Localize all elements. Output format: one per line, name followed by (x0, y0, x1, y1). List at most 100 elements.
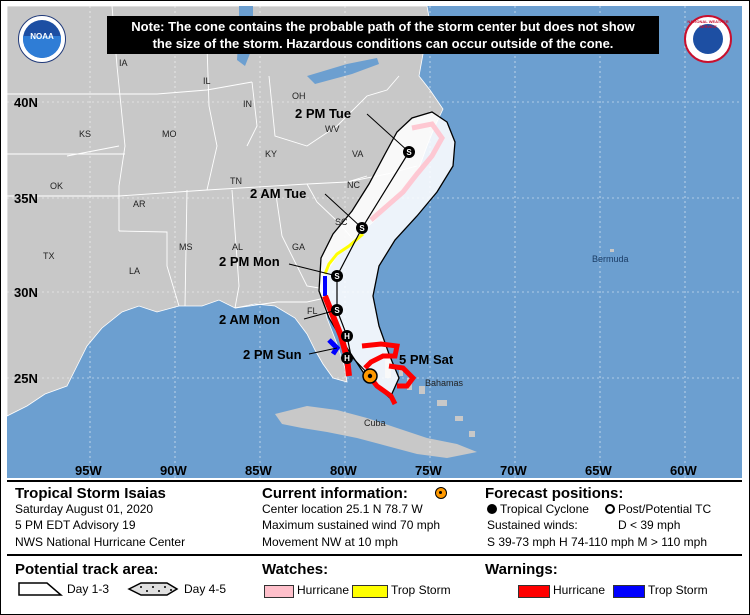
state-label-ok: OK (50, 181, 64, 191)
bermuda-label: Bermuda (592, 254, 629, 264)
state-label-ky: KY (265, 149, 278, 159)
label-2am-tue: 2 AM Tue (250, 186, 307, 201)
tropical-cyclone-label: Tropical Cyclone (500, 502, 589, 516)
state-label-fl: FL (307, 306, 318, 316)
state-label-ia: IA (119, 58, 128, 68)
lat-label-30n: 30N (14, 285, 38, 300)
hurricane-warning-label: Hurricane (553, 583, 606, 597)
cuba-label: Cuba (364, 418, 386, 428)
lon-label-85w: 85W (245, 463, 272, 478)
state-label-la: LA (129, 266, 141, 276)
point-2pm-sun (341, 352, 353, 364)
point-sun-a (341, 330, 353, 342)
state-label-wv: WV (325, 124, 340, 134)
nws-logo-text: NATIONAL WEATHER SERVICE (687, 19, 729, 29)
point-2pm-tue (403, 146, 415, 158)
point-2pm-mon (331, 270, 343, 282)
state-label-oh: OH (292, 91, 306, 101)
advisory-number: 5 PM EDT Advisory 19 (15, 518, 136, 532)
map-graphic: S S S S H H (7, 6, 742, 478)
cone-note-line1: Note: The cone contains the probable pat… (131, 19, 635, 34)
map-legend: Tropical Storm Isaias Saturday August 01… (7, 480, 742, 608)
hurricane-watch-label: Hurricane (297, 583, 350, 597)
center-location: Center location 25.1 N 78.7 W (262, 502, 423, 516)
legend-top-border (7, 480, 742, 482)
hurricane-watch-swatch (264, 585, 294, 598)
post-tc-label: Post/Potential TC (618, 502, 712, 516)
storm-watch-swatch (352, 585, 388, 598)
hurricane-warning-swatch (518, 585, 550, 598)
storm-warning-swatch (613, 585, 645, 598)
state-label-al: AL (232, 242, 244, 252)
label-5pm-sat: 5 PM Sat (399, 352, 454, 367)
bermuda-island (610, 249, 614, 252)
lat-label-25n: 25N (14, 371, 38, 386)
point-letter: S (359, 224, 365, 233)
state-borders (7, 6, 418, 309)
forecast-positions-title: Forecast positions: (485, 485, 624, 502)
issuing-center: NWS National Hurricane Center (15, 535, 186, 549)
day13-icon (18, 582, 63, 596)
lon-label-80w: 80W (330, 463, 357, 478)
storm-watch-coast (323, 232, 364, 275)
label-2pm-tue: 2 PM Tue (295, 106, 352, 121)
label-leaders (288, 113, 410, 355)
state-label-nc: NC (347, 180, 360, 190)
state-label-ar: AR (133, 199, 146, 209)
point-letter: H (344, 332, 350, 341)
bahamas-label: Bahamas (425, 378, 464, 388)
storm-name: Tropical Storm Isaias (15, 485, 166, 502)
wind-categories: S 39-73 mph H 74-110 mph M > 110 mph (487, 535, 708, 549)
day13-label: Day 1-3 (67, 582, 110, 596)
storm-warning-label: Trop Storm (648, 583, 708, 597)
cuba-island (275, 406, 477, 458)
advisory-date: Saturday August 01, 2020 (15, 502, 154, 516)
state-label-ms: MS (179, 242, 193, 252)
state-label-sc: SC (335, 217, 348, 227)
day45-icon (127, 582, 179, 596)
noaa-logo-text: NOAA (30, 32, 54, 41)
max-wind: Maximum sustained wind 70 mph (262, 518, 441, 532)
cone-note: Note: The cone contains the probable pat… (107, 16, 659, 54)
state-label-va: VA (352, 149, 364, 159)
legend-divider (7, 554, 742, 556)
point-letter: S (334, 272, 340, 281)
state-label-ga: GA (292, 242, 306, 252)
forecast-map: S S S S H H Note: The cone contains the … (7, 6, 742, 478)
depression-range: D < 39 mph (618, 518, 681, 532)
noaa-logo: NOAA (18, 15, 66, 63)
tropical-cyclone-dot-icon (487, 504, 497, 514)
state-label-il: IL (203, 76, 211, 86)
track-area-title: Potential track area: (15, 561, 159, 578)
post-tc-ring-icon (605, 504, 615, 514)
forecast-points: S S S S H H (331, 146, 415, 384)
point-letter: S (406, 148, 412, 157)
point-2am-tue (356, 222, 368, 234)
lon-label-60w: 60W (670, 463, 697, 478)
lat-label-35n: 35N (14, 191, 38, 206)
current-position-dot (367, 373, 373, 379)
state-label-in: IN (243, 99, 252, 109)
cone-note-line2: the size of the storm. Hazardous conditi… (152, 36, 614, 51)
day45-label: Day 4-5 (184, 582, 227, 596)
lon-label-95w: 95W (75, 463, 102, 478)
sustained-winds-label: Sustained winds: (487, 518, 578, 532)
current-position-icon (435, 487, 447, 499)
state-label-tn: TN (230, 176, 242, 186)
current-info-title: Current information: (262, 485, 408, 502)
state-label-mo: MO (162, 129, 177, 139)
lon-label-70w: 70W (500, 463, 527, 478)
state-label-tx: TX (43, 251, 55, 261)
lon-label-75w: 75W (415, 463, 442, 478)
storm-movement: Movement NW at 10 mph (262, 535, 399, 549)
lat-label-40n: 40N (14, 95, 38, 110)
lake-erie (307, 58, 379, 84)
storm-watch-label: Trop Storm (391, 583, 451, 597)
lon-label-65w: 65W (585, 463, 612, 478)
warnings-title: Warnings: (485, 561, 558, 578)
forecast-cone (318, 111, 456, 400)
lon-label-90w: 90W (160, 463, 187, 478)
label-2am-mon: 2 AM Mon (219, 312, 280, 327)
label-2pm-sun: 2 PM Sun (243, 347, 302, 362)
nws-logo: NATIONAL WEATHER SERVICE (684, 15, 732, 63)
